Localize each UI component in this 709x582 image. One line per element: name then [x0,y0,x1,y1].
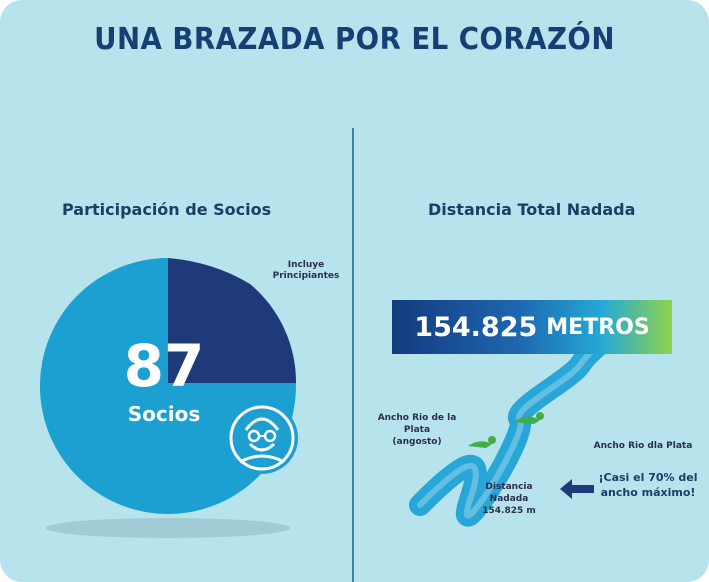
percentage-callout: ¡Casi el 70% del ancho máximo! [596,470,700,500]
total-distance-banner: 154.825 METROS [392,300,672,354]
wide-width-label: Ancho Rio dla Plata [593,441,693,451]
swimmer-goggles-icon [226,402,298,474]
note-line: Principiantes [272,271,340,281]
narrow-width-label: Ancho Rio de la Plata (angosto) [368,412,466,448]
page-title: UNA BRAZADA POR EL CORAZÓN [94,22,615,57]
left-arrow-icon [560,479,594,499]
total-distance-unit: METROS [546,314,650,340]
donut-shadow [46,518,290,538]
distance-swum-label: Distancia Nadada 154.825 m [466,481,552,517]
column-divider [352,128,354,582]
swimmer-icon [468,436,496,448]
swimmer-icon [514,412,544,424]
river-highlight [417,317,643,519]
member-count: 87 [123,332,205,400]
label-line: Distancia Nadada [485,482,533,504]
participation-heading: Participación de Socios [62,200,272,219]
distance-heading: Distancia Total Nadada [428,200,636,219]
label-line: 154.825 m [482,506,536,516]
member-count-label: Socios [127,402,201,426]
total-distance-value: 154.825 [414,311,538,343]
donut-principiantes-segment [168,258,297,383]
label-line: Ancho Rio de la Plata [377,413,457,435]
callout-line: ¡Casi el 70% del [598,471,698,484]
principiantes-note: Incluye Principiantes [268,260,344,282]
callout-line: ancho máximo! [600,486,696,499]
note-line: Incluye [287,260,325,270]
label-line: (angosto) [392,437,442,447]
